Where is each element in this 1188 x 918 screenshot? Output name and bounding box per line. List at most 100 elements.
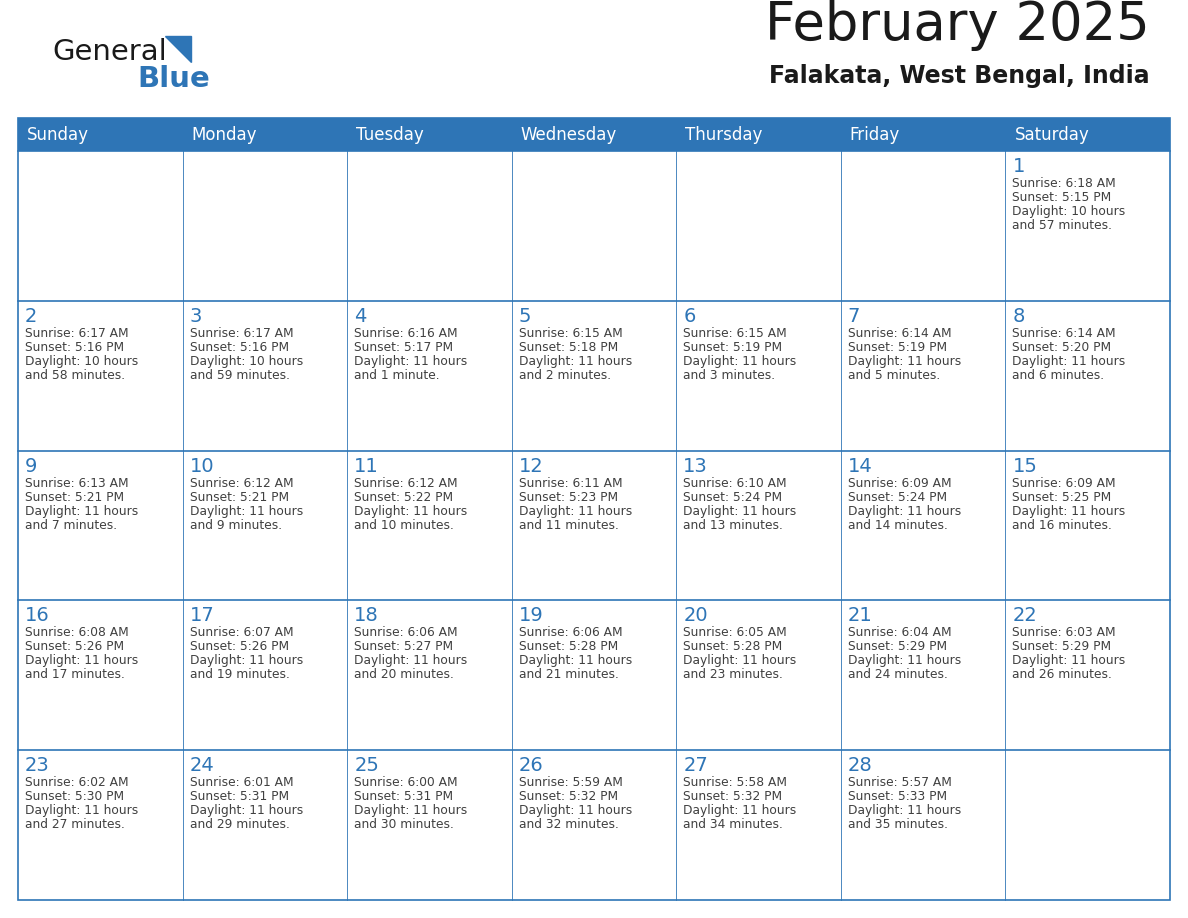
Text: Daylight: 11 hours: Daylight: 11 hours xyxy=(519,505,632,518)
Text: Sunset: 5:19 PM: Sunset: 5:19 PM xyxy=(683,341,783,353)
Text: Daylight: 11 hours: Daylight: 11 hours xyxy=(848,354,961,368)
Text: Sunrise: 6:15 AM: Sunrise: 6:15 AM xyxy=(519,327,623,340)
Text: Sunrise: 6:06 AM: Sunrise: 6:06 AM xyxy=(354,626,457,640)
Text: Sunrise: 5:57 AM: Sunrise: 5:57 AM xyxy=(848,777,952,789)
Text: 9: 9 xyxy=(25,456,37,476)
Text: 23: 23 xyxy=(25,756,50,775)
Text: Sunrise: 5:59 AM: Sunrise: 5:59 AM xyxy=(519,777,623,789)
Text: 2: 2 xyxy=(25,307,37,326)
Text: Daylight: 11 hours: Daylight: 11 hours xyxy=(354,354,467,368)
Text: Daylight: 11 hours: Daylight: 11 hours xyxy=(354,804,467,817)
Text: and 5 minutes.: and 5 minutes. xyxy=(848,369,940,382)
Text: and 3 minutes.: and 3 minutes. xyxy=(683,369,776,382)
Text: and 17 minutes.: and 17 minutes. xyxy=(25,668,125,681)
Bar xyxy=(183,750,347,900)
Text: Tuesday: Tuesday xyxy=(356,126,424,143)
Text: and 24 minutes.: and 24 minutes. xyxy=(848,668,948,681)
Text: and 14 minutes.: and 14 minutes. xyxy=(848,519,948,532)
Text: Sunset: 5:31 PM: Sunset: 5:31 PM xyxy=(354,790,454,803)
Bar xyxy=(512,451,676,600)
Bar xyxy=(841,151,1005,301)
Text: and 1 minute.: and 1 minute. xyxy=(354,369,440,382)
Text: Sunset: 5:25 PM: Sunset: 5:25 PM xyxy=(1012,490,1112,504)
Bar xyxy=(1005,451,1170,600)
Bar xyxy=(841,301,1005,451)
Text: Sunset: 5:30 PM: Sunset: 5:30 PM xyxy=(25,790,124,803)
Text: February 2025: February 2025 xyxy=(765,0,1150,51)
Text: 21: 21 xyxy=(848,607,873,625)
Text: Daylight: 10 hours: Daylight: 10 hours xyxy=(190,354,303,368)
Text: Sunrise: 6:04 AM: Sunrise: 6:04 AM xyxy=(848,626,952,640)
Text: 22: 22 xyxy=(1012,607,1037,625)
Text: Daylight: 11 hours: Daylight: 11 hours xyxy=(354,655,467,667)
Text: Daylight: 11 hours: Daylight: 11 hours xyxy=(519,655,632,667)
Bar xyxy=(18,118,1170,151)
Text: 5: 5 xyxy=(519,307,531,326)
Text: Sunset: 5:32 PM: Sunset: 5:32 PM xyxy=(683,790,783,803)
Text: 1: 1 xyxy=(1012,157,1025,176)
Text: Sunset: 5:19 PM: Sunset: 5:19 PM xyxy=(848,341,947,353)
Text: Sunrise: 6:16 AM: Sunrise: 6:16 AM xyxy=(354,327,457,340)
Text: Daylight: 11 hours: Daylight: 11 hours xyxy=(683,505,796,518)
Text: 6: 6 xyxy=(683,307,696,326)
Text: Sunset: 5:26 PM: Sunset: 5:26 PM xyxy=(25,641,124,654)
Bar xyxy=(676,750,841,900)
Text: and 58 minutes.: and 58 minutes. xyxy=(25,369,125,382)
Text: Sunrise: 6:05 AM: Sunrise: 6:05 AM xyxy=(683,626,786,640)
Text: 15: 15 xyxy=(1012,456,1037,476)
Text: and 29 minutes.: and 29 minutes. xyxy=(190,818,290,831)
Text: Daylight: 11 hours: Daylight: 11 hours xyxy=(25,505,138,518)
Bar xyxy=(1005,301,1170,451)
Text: General: General xyxy=(52,38,166,66)
Text: 18: 18 xyxy=(354,607,379,625)
Text: 13: 13 xyxy=(683,456,708,476)
Bar xyxy=(512,151,676,301)
Text: Daylight: 11 hours: Daylight: 11 hours xyxy=(683,655,796,667)
Text: Daylight: 10 hours: Daylight: 10 hours xyxy=(25,354,138,368)
Text: and 27 minutes.: and 27 minutes. xyxy=(25,818,125,831)
Text: Sunset: 5:21 PM: Sunset: 5:21 PM xyxy=(190,490,289,504)
Text: Daylight: 11 hours: Daylight: 11 hours xyxy=(1012,354,1126,368)
Text: Sunrise: 6:17 AM: Sunrise: 6:17 AM xyxy=(190,327,293,340)
Bar xyxy=(183,451,347,600)
Text: Sunrise: 6:17 AM: Sunrise: 6:17 AM xyxy=(25,327,128,340)
Text: 4: 4 xyxy=(354,307,367,326)
Text: Saturday: Saturday xyxy=(1015,126,1089,143)
Text: Sunrise: 6:08 AM: Sunrise: 6:08 AM xyxy=(25,626,128,640)
Text: Sunset: 5:27 PM: Sunset: 5:27 PM xyxy=(354,641,454,654)
Text: Sunset: 5:24 PM: Sunset: 5:24 PM xyxy=(848,490,947,504)
Text: 8: 8 xyxy=(1012,307,1025,326)
Text: Sunrise: 5:58 AM: Sunrise: 5:58 AM xyxy=(683,777,788,789)
Bar xyxy=(512,301,676,451)
Bar xyxy=(183,151,347,301)
Text: and 10 minutes.: and 10 minutes. xyxy=(354,519,454,532)
Text: 27: 27 xyxy=(683,756,708,775)
Text: and 13 minutes.: and 13 minutes. xyxy=(683,519,783,532)
Bar xyxy=(676,451,841,600)
Bar xyxy=(18,151,183,301)
Text: Sunrise: 6:00 AM: Sunrise: 6:00 AM xyxy=(354,777,457,789)
Text: Falakata, West Bengal, India: Falakata, West Bengal, India xyxy=(770,64,1150,88)
Bar xyxy=(18,600,183,750)
Text: 7: 7 xyxy=(848,307,860,326)
Text: 25: 25 xyxy=(354,756,379,775)
Text: Sunrise: 6:06 AM: Sunrise: 6:06 AM xyxy=(519,626,623,640)
Text: 14: 14 xyxy=(848,456,873,476)
Text: 28: 28 xyxy=(848,756,873,775)
Text: Daylight: 11 hours: Daylight: 11 hours xyxy=(519,354,632,368)
Text: Daylight: 11 hours: Daylight: 11 hours xyxy=(848,804,961,817)
Text: Sunset: 5:18 PM: Sunset: 5:18 PM xyxy=(519,341,618,353)
Text: and 34 minutes.: and 34 minutes. xyxy=(683,818,783,831)
Bar xyxy=(18,750,183,900)
Text: Sunset: 5:28 PM: Sunset: 5:28 PM xyxy=(519,641,618,654)
Text: Daylight: 11 hours: Daylight: 11 hours xyxy=(1012,655,1126,667)
Text: 24: 24 xyxy=(190,756,214,775)
Bar xyxy=(676,600,841,750)
Bar xyxy=(676,301,841,451)
Text: and 2 minutes.: and 2 minutes. xyxy=(519,369,611,382)
Bar xyxy=(183,301,347,451)
Text: and 21 minutes.: and 21 minutes. xyxy=(519,668,619,681)
Text: Daylight: 11 hours: Daylight: 11 hours xyxy=(190,655,303,667)
Bar xyxy=(1005,600,1170,750)
Bar xyxy=(347,451,512,600)
